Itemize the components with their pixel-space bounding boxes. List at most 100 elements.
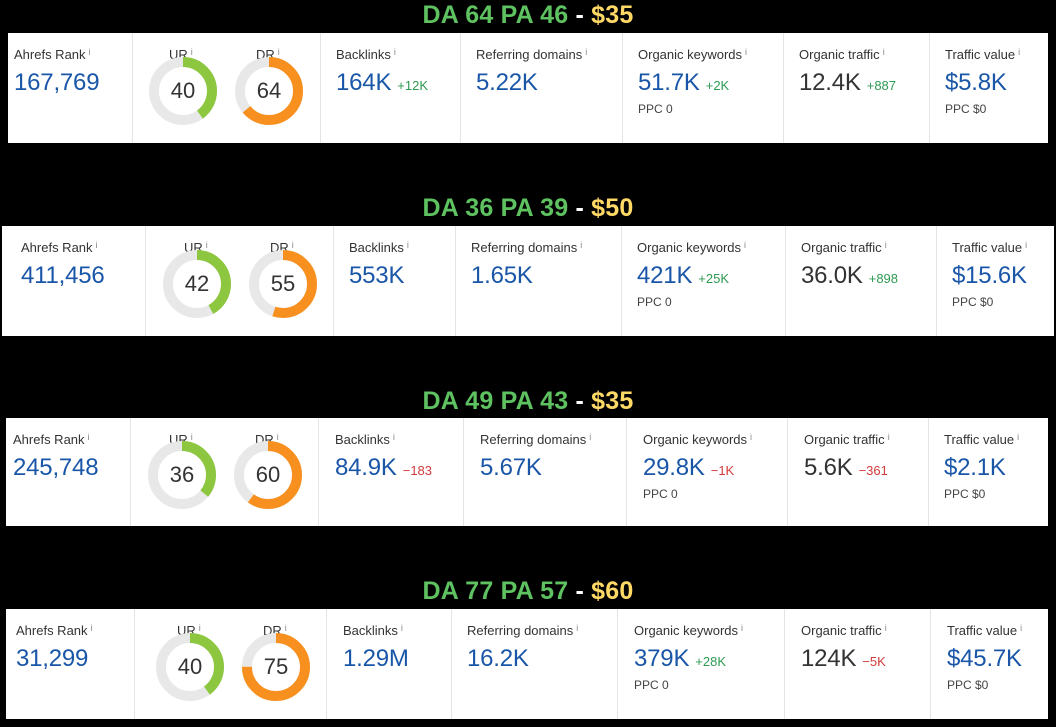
info-icon[interactable]: i: [190, 47, 193, 57]
referring-domains-cell: Referring domains i 16.2K: [452, 609, 618, 719]
traffic-value-cell: Traffic value i $15.6K PPC $0: [937, 226, 1054, 336]
ahrefs-rank-label: Ahrefs Rank i: [16, 623, 93, 638]
gauge-arc: [249, 250, 317, 318]
referring-domains-cell: Referring domains i 1.65K: [456, 226, 622, 336]
organic-keywords-cell: Organic keywords i 421K +25K PPC 0: [622, 226, 786, 336]
info-icon[interactable]: i: [1025, 240, 1028, 250]
organic-traffic-delta: −361: [858, 463, 888, 478]
info-icon[interactable]: i: [276, 432, 279, 442]
traffic-value-value: $45.7K: [947, 645, 1022, 672]
ahrefs-rank-value: 167,769: [14, 69, 100, 96]
referring-domains-value: 5.22K: [476, 69, 538, 96]
organic-keywords-value: 29.8K −1K: [643, 454, 735, 481]
dr-value: 60: [255, 462, 281, 487]
referring-domains-label: Referring domains i: [467, 623, 579, 638]
ppc-text: PPC 0: [637, 295, 672, 309]
info-icon[interactable]: i: [576, 623, 579, 633]
organic-traffic-cell: Organic traffic i 124K −5K: [785, 609, 931, 719]
ur-gauge: 42: [159, 246, 235, 322]
info-icon[interactable]: i: [400, 623, 403, 633]
backlinks-cell: Backlinks i 84.9K −183: [319, 418, 464, 526]
price-label: $35: [591, 387, 634, 415]
info-icon[interactable]: i: [884, 623, 887, 633]
info-icon[interactable]: i: [190, 432, 193, 442]
info-icon[interactable]: i: [744, 240, 747, 250]
info-icon[interactable]: i: [277, 47, 280, 57]
referring-domains-value: 16.2K: [467, 645, 529, 672]
backlinks-cell: Backlinks i 164K +12K: [321, 33, 461, 143]
organic-keywords-delta: +2K: [705, 78, 730, 93]
backlinks-label: Backlinks i: [349, 240, 409, 255]
referring-domains-value: 1.65K: [471, 262, 533, 289]
info-icon[interactable]: i: [392, 432, 395, 442]
organic-traffic-cell: Organic traffic i 5.6K −361: [788, 418, 929, 526]
ahrefs-rank-cell: Ahrefs Rank i 245,748: [6, 418, 131, 526]
traffic-value-label: Traffic value i: [947, 623, 1023, 638]
info-icon[interactable]: i: [884, 240, 887, 250]
organic-keywords-value: 379K +28K: [634, 645, 726, 672]
info-icon[interactable]: i: [406, 240, 409, 250]
organic-keywords-delta: −1K: [710, 463, 735, 478]
listing-2-header: DA 36 PA 39 - $50: [0, 193, 1056, 223]
info-icon[interactable]: i: [589, 432, 592, 442]
ppc-text: PPC 0: [634, 678, 669, 692]
info-icon[interactable]: i: [882, 47, 885, 57]
ppc-text: PPC $0: [944, 487, 986, 501]
ppc-text: PPC $0: [947, 678, 989, 692]
backlinks-label: Backlinks i: [343, 623, 403, 638]
gauge-arc: [156, 633, 224, 701]
info-icon[interactable]: i: [1018, 47, 1021, 57]
organic-traffic-value: 5.6K −361: [804, 454, 888, 481]
organic-keywords-delta: +28K: [695, 654, 726, 669]
dr-gauge: 60: [230, 437, 306, 513]
ur-dr-cell: UR i 40 DR i 75: [135, 609, 327, 719]
info-icon[interactable]: i: [585, 47, 588, 57]
info-icon[interactable]: i: [284, 623, 287, 633]
referring-domains-cell: Referring domains i 5.67K: [464, 418, 627, 526]
traffic-value-value: $15.6K: [952, 262, 1027, 289]
da-pa-label: DA 64 PA 46: [422, 1, 569, 29]
info-icon[interactable]: i: [88, 47, 91, 57]
listing-1-header: DA 64 PA 46 - $35: [0, 0, 1056, 30]
info-icon[interactable]: i: [887, 432, 890, 442]
info-icon[interactable]: i: [745, 47, 748, 57]
info-icon[interactable]: i: [750, 432, 753, 442]
ppc-text: PPC $0: [945, 102, 987, 116]
ppc-text: PPC 0: [643, 487, 678, 501]
info-icon[interactable]: i: [1017, 432, 1020, 442]
info-icon[interactable]: i: [580, 240, 583, 250]
separator: -: [575, 1, 584, 29]
backlinks-value: 84.9K −183: [335, 454, 433, 481]
ur-gauge: 36: [144, 437, 220, 513]
referring-domains-label: Referring domains i: [476, 47, 588, 62]
info-icon[interactable]: i: [393, 47, 396, 57]
dr-value: 55: [270, 271, 296, 296]
price-label: $50: [591, 194, 634, 222]
info-icon[interactable]: i: [198, 623, 201, 633]
traffic-value-label: Traffic value i: [945, 47, 1021, 62]
ppc-text: PPC $0: [952, 295, 994, 309]
info-icon[interactable]: i: [90, 623, 93, 633]
ahrefs-rank-label: Ahrefs Rank i: [13, 432, 90, 447]
listing-3-header: DA 49 PA 43 - $35: [0, 386, 1056, 416]
organic-keywords-label: Organic keywords i: [637, 240, 747, 255]
info-icon[interactable]: i: [205, 240, 208, 250]
backlinks-value: 1.29M: [343, 645, 409, 672]
info-icon[interactable]: i: [291, 240, 294, 250]
traffic-value-cell: Traffic value i $5.8K PPC $0: [930, 33, 1048, 143]
organic-traffic-delta: +887: [866, 78, 897, 93]
referring-domains-value: 5.67K: [480, 454, 542, 481]
info-icon[interactable]: i: [741, 623, 744, 633]
info-icon[interactable]: i: [1020, 623, 1023, 633]
info-icon[interactable]: i: [95, 240, 98, 250]
listing-2-metrics-panel: Ahrefs Rank i 411,456 UR i 42 DR i 55 Backl…: [2, 226, 1054, 336]
info-icon[interactable]: i: [87, 432, 90, 442]
backlinks-label: Backlinks i: [335, 432, 395, 447]
backlinks-delta: −183: [402, 463, 433, 478]
organic-keywords-delta: +25K: [698, 271, 729, 286]
price-label: $60: [591, 577, 634, 605]
gauge-arc: [242, 633, 310, 701]
ahrefs-rank-value: 245,748: [13, 454, 99, 481]
traffic-value-value: $5.8K: [945, 69, 1007, 96]
listing-3-metrics-panel: Ahrefs Rank i 245,748 UR i 36 DR i 60 Backl…: [6, 418, 1048, 526]
